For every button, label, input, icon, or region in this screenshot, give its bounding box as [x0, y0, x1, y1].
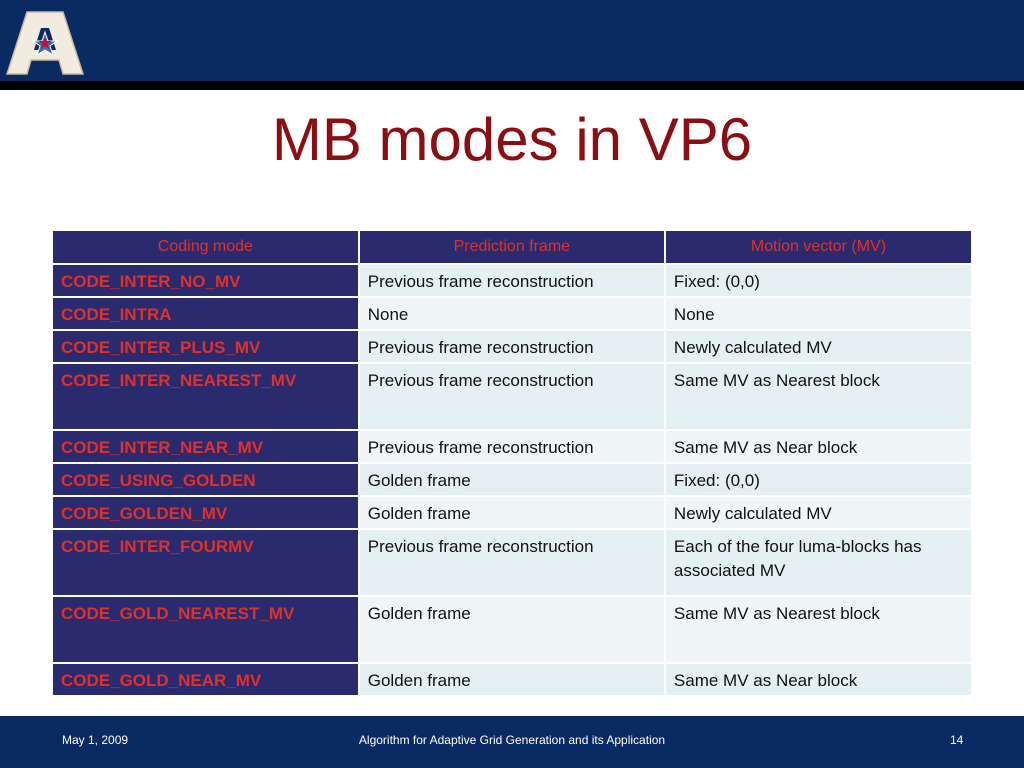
coding-mode-cell: CODE_GOLDEN_MV [51, 495, 360, 530]
table-row: CODE_INTER_PLUS_MV Previous frame recons… [51, 329, 974, 364]
motion-vector-cell: None [663, 296, 974, 331]
motion-vector-cell: Same MV as Nearest block [663, 595, 974, 664]
table-row: CODE_INTRA None None [51, 296, 974, 331]
table-row: CODE_INTER_NO_MV Previous frame reconstr… [51, 263, 974, 298]
motion-vector-cell: Fixed: (0,0) [663, 263, 974, 298]
coding-mode-cell: CODE_INTRA [51, 296, 360, 331]
coding-mode-cell: CODE_INTER_NEAR_MV [51, 429, 360, 464]
prediction-frame-cell: Golden frame [357, 462, 666, 497]
prediction-frame-cell: Previous frame reconstruction [357, 429, 666, 464]
table-row: CODE_INTER_NEAR_MV Previous frame recons… [51, 429, 974, 464]
header-divider [0, 81, 1024, 90]
footer-date: May 1, 2009 [62, 733, 129, 747]
prediction-frame-cell: Previous frame reconstruction [357, 329, 666, 364]
prediction-frame-cell: Previous frame reconstruction [357, 263, 666, 298]
prediction-frame-cell: Previous frame reconstruction [357, 528, 666, 597]
coding-mode-cell: CODE_GOLD_NEAREST_MV [51, 595, 360, 664]
motion-vector-cell: Newly calculated MV [663, 329, 974, 364]
coding-mode-cell: CODE_INTER_NEAREST_MV [51, 362, 360, 431]
motion-vector-cell: Same MV as Nearest block [663, 362, 974, 431]
coding-mode-cell: CODE_GOLD_NEAR_MV [51, 662, 360, 697]
column-header-prediction-frame: Prediction frame [357, 229, 666, 265]
page-number: 14 [950, 733, 964, 747]
motion-vector-cell: Same MV as Near block [663, 662, 974, 697]
prediction-frame-cell: Golden frame [357, 662, 666, 697]
column-header-motion-vector: Motion vector (MV) [663, 229, 974, 265]
motion-vector-cell: Newly calculated MV [663, 495, 974, 530]
prediction-frame-cell: Previous frame reconstruction [357, 362, 666, 431]
header-bar [0, 0, 1024, 81]
footer-title: Algorithm for Adaptive Grid Generation a… [358, 733, 666, 747]
motion-vector-cell: Same MV as Near block [663, 429, 974, 464]
table-row: CODE_INTER_FOURMV Previous frame reconst… [51, 528, 974, 597]
footer-bar [0, 716, 1024, 768]
coding-mode-cell: CODE_INTER_FOURMV [51, 528, 360, 597]
table-row: CODE_GOLD_NEAREST_MV Golden frame Same M… [51, 595, 974, 664]
coding-mode-cell: CODE_INTER_PLUS_MV [51, 329, 360, 364]
prediction-frame-cell: Golden frame [357, 495, 666, 530]
table-row: CODE_GOLD_NEAR_MV Golden frame Same MV a… [51, 662, 974, 697]
prediction-frame-cell: Golden frame [357, 595, 666, 664]
slide-title: MB modes in VP6 [271, 106, 753, 173]
table-row: CODE_GOLDEN_MV Golden frame Newly calcul… [51, 495, 974, 530]
motion-vector-cell: Each of the four luma-blocks has associa… [663, 528, 974, 597]
coding-modes-table: Coding mode Prediction frame Motion vect… [51, 229, 974, 697]
coding-mode-cell: CODE_INTER_NO_MV [51, 263, 360, 298]
column-header-coding-mode: Coding mode [51, 229, 360, 265]
star-a-logo-icon [5, 11, 85, 75]
motion-vector-cell: Fixed: (0,0) [663, 462, 974, 497]
table-header-row: Coding mode Prediction frame Motion vect… [51, 229, 974, 265]
prediction-frame-cell: None [357, 296, 666, 331]
coding-mode-cell: CODE_USING_GOLDEN [51, 462, 360, 497]
table-row: CODE_USING_GOLDEN Golden frame Fixed: (0… [51, 462, 974, 497]
table-row: CODE_INTER_NEAREST_MV Previous frame rec… [51, 362, 974, 431]
